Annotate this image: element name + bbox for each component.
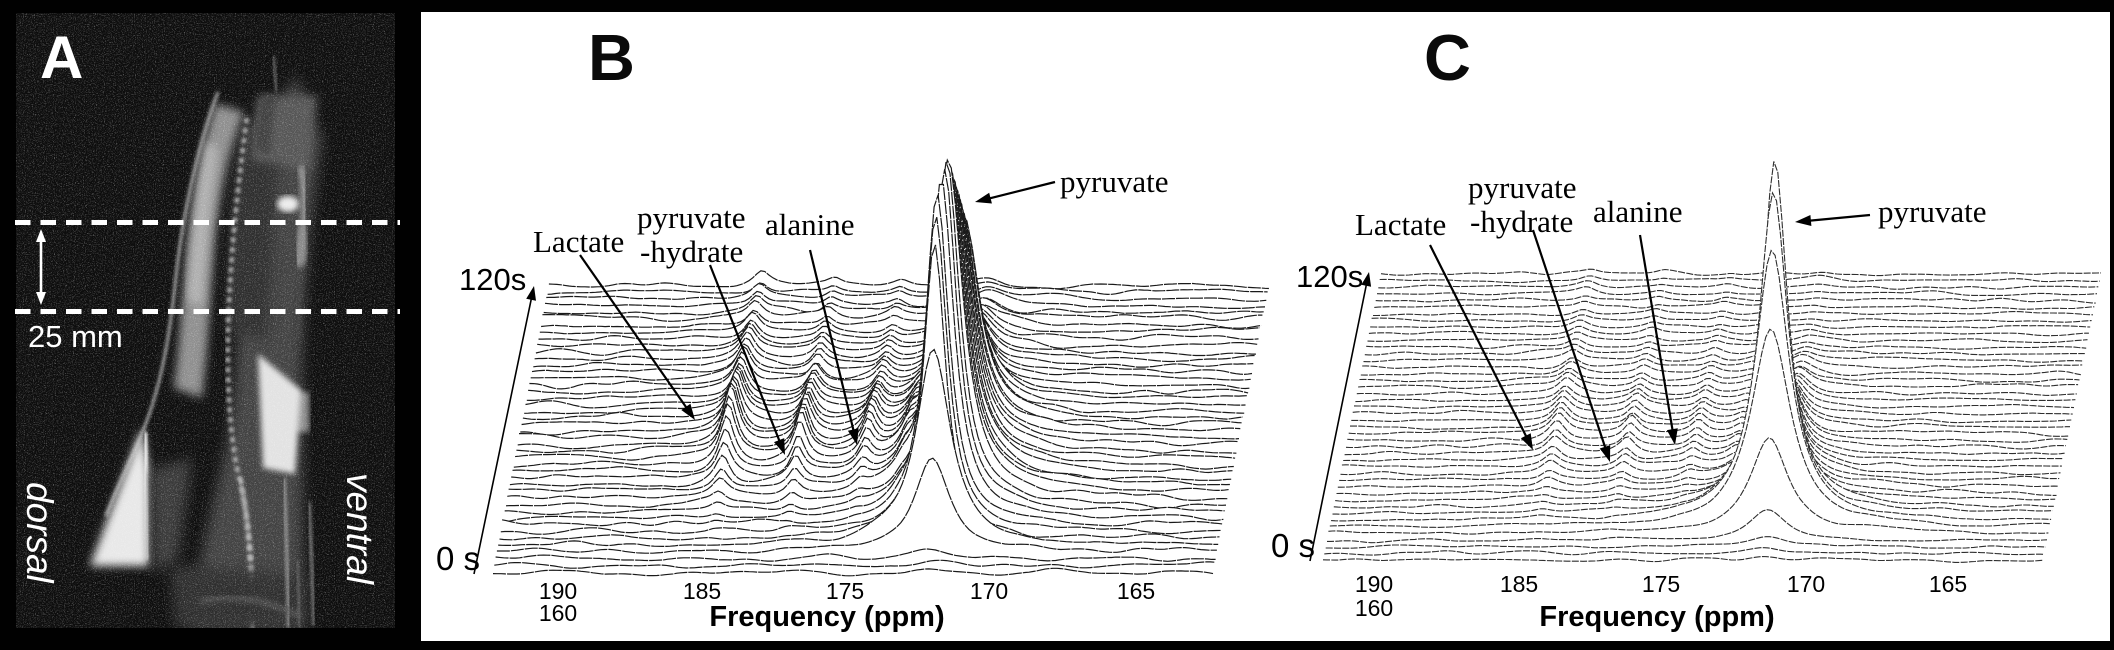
svg-text:25 mm: 25 mm <box>28 319 123 354</box>
svg-text:alanine: alanine <box>1593 194 1683 229</box>
svg-text:Lactate: Lactate <box>533 224 624 259</box>
svg-text:Frequency (ppm): Frequency (ppm) <box>709 601 944 633</box>
svg-text:190: 190 <box>1355 571 1393 597</box>
svg-text:-hydrate: -hydrate <box>640 234 743 269</box>
svg-text:B: B <box>588 21 635 94</box>
svg-text:175: 175 <box>826 578 864 604</box>
svg-text:185: 185 <box>683 578 721 604</box>
svg-text:160: 160 <box>539 600 577 626</box>
svg-text:pyruvate: pyruvate <box>1878 194 1986 229</box>
svg-text:160: 160 <box>1355 595 1393 621</box>
svg-text:pyruvate: pyruvate <box>637 200 745 235</box>
svg-text:alanine: alanine <box>765 207 855 242</box>
svg-text:A: A <box>40 24 83 91</box>
svg-text:120s: 120s <box>459 262 526 297</box>
svg-text:190: 190 <box>539 578 577 604</box>
svg-text:pyruvate: pyruvate <box>1468 170 1576 205</box>
svg-text:170: 170 <box>970 578 1008 604</box>
svg-text:dorsal: dorsal <box>19 482 60 585</box>
svg-text:Lactate: Lactate <box>1355 207 1446 242</box>
svg-text:165: 165 <box>1117 578 1155 604</box>
svg-text:0 s: 0 s <box>436 540 480 577</box>
svg-text:185: 185 <box>1500 571 1538 597</box>
svg-text:ventral: ventral <box>339 473 380 586</box>
svg-text:-hydrate: -hydrate <box>1470 204 1573 239</box>
svg-text:120s: 120s <box>1296 259 1363 294</box>
svg-text:175: 175 <box>1642 571 1680 597</box>
svg-text:0 s: 0 s <box>1271 527 1315 564</box>
svg-text:C: C <box>1424 21 1471 94</box>
svg-text:170: 170 <box>1787 571 1825 597</box>
svg-text:165: 165 <box>1929 571 1967 597</box>
svg-text:pyruvate: pyruvate <box>1060 164 1168 199</box>
svg-text:Frequency (ppm): Frequency (ppm) <box>1539 601 1774 633</box>
